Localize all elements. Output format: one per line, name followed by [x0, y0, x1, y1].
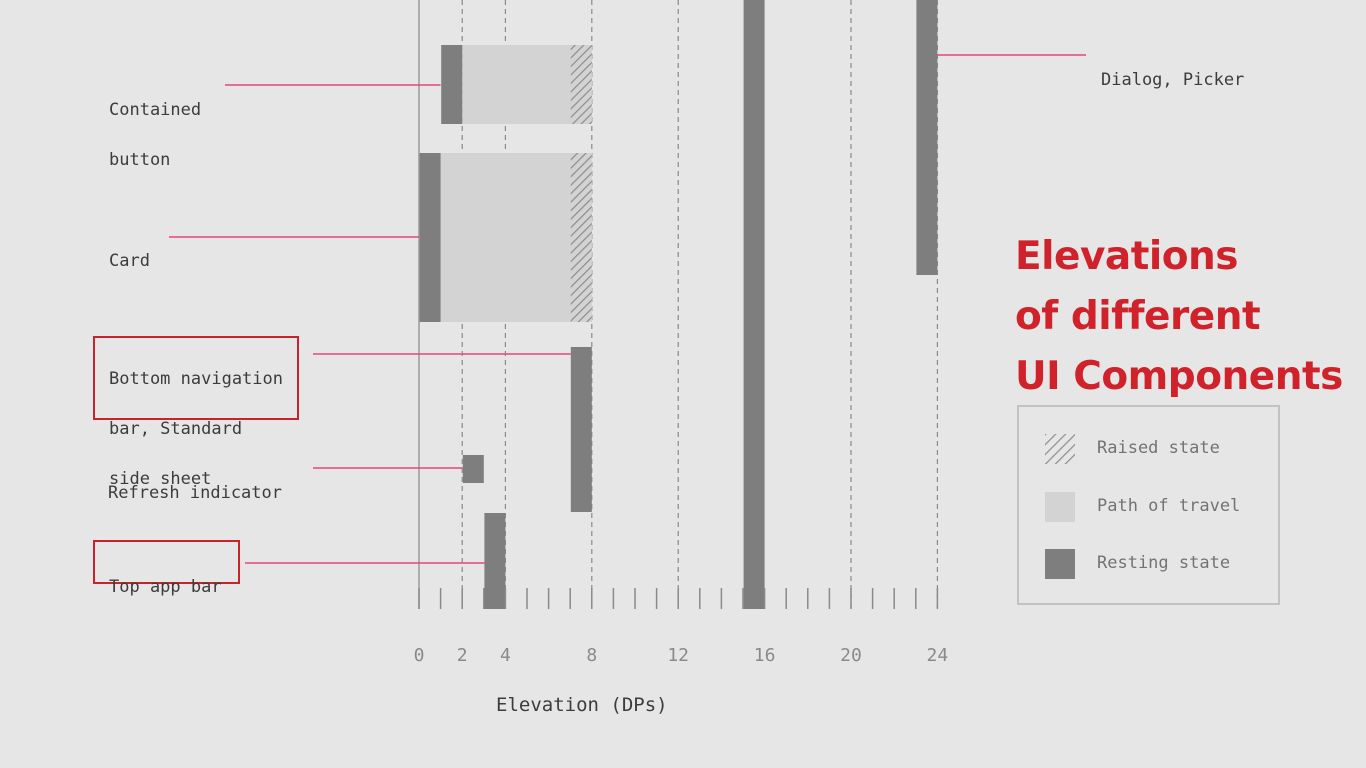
legend-label: Raised state: [1097, 438, 1220, 458]
label-card: Card: [109, 224, 150, 274]
legend-item-resting: Resting state: [1045, 549, 1275, 579]
resting-state-bar: [462, 455, 484, 483]
tick-label: 16: [754, 645, 776, 666]
legend-item-path: Path of travel: [1045, 492, 1275, 522]
legend: Raised state Path of travel Resting stat…: [1017, 405, 1280, 605]
resting-state-bar: [743, 0, 765, 609]
path-of-travel-bar: [462, 45, 592, 124]
resting-state-bar: [916, 0, 938, 275]
label-refresh-indicator: Refresh indicator: [108, 456, 282, 506]
elevation-bars: [419, 0, 938, 609]
tick-label: 24: [927, 645, 949, 666]
dark-swatch-icon: [1045, 549, 1075, 579]
tick-label: 8: [586, 645, 597, 666]
label-line: Dialog, Picker: [1101, 70, 1245, 90]
label-line: Bottom navigation: [109, 369, 283, 389]
label-line: Top app bar: [109, 577, 222, 597]
label-contained-button: Contained button: [109, 73, 201, 173]
label-line: Refresh indicator: [108, 483, 282, 503]
label-top-app-bar: Top app bar: [93, 540, 240, 597]
label-line: Contained: [109, 100, 202, 120]
chart-title: Elevations of different UI Components: [1015, 227, 1355, 407]
resting-state-bar: [570, 347, 592, 512]
label-line: button: [109, 150, 171, 170]
hatch-swatch-icon: [1045, 434, 1075, 464]
label-line: bar, Standard: [109, 419, 243, 439]
legend-label: Resting state: [1097, 553, 1231, 573]
chart-title-line: of different: [1015, 294, 1261, 339]
label-line: side sheet: [109, 469, 212, 489]
chart-title-line: Elevations: [1015, 234, 1238, 279]
legend-item-raised: Raised state: [1045, 434, 1275, 464]
tick-label: 0: [414, 645, 425, 666]
chart-title-line: UI Components: [1015, 354, 1343, 399]
tick-label: 12: [667, 645, 689, 666]
label-line: Card: [109, 251, 150, 271]
x-axis-label: Elevation (DPs): [496, 694, 668, 716]
leader-lines: [169, 54, 1086, 564]
path-of-travel-bar: [440, 153, 592, 322]
label-bottom-navigation-bar: Bottom navigation bar, Standard side she…: [93, 336, 299, 489]
tick-label: 4: [500, 645, 511, 666]
tick-label: 2: [457, 645, 468, 666]
resting-state-bar: [419, 153, 441, 322]
raised-state-bar: [570, 45, 592, 124]
resting-state-bar: [484, 513, 506, 609]
resting-state-bar: [441, 45, 463, 124]
legend-label: Path of travel: [1097, 496, 1241, 516]
label-dialog-picker: Dialog, Picker: [1101, 43, 1244, 93]
tick-label: 20: [840, 645, 862, 666]
light-swatch-icon: [1045, 492, 1075, 522]
raised-state-bar: [570, 153, 592, 322]
